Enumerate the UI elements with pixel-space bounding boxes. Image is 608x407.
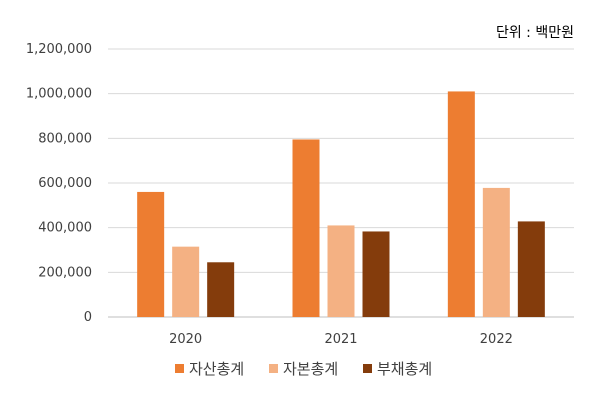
y-tick-label: 0	[84, 310, 92, 325]
y-tick-label: 200,000	[38, 265, 92, 280]
x-tick-label: 2020	[169, 332, 202, 347]
bar-2021-1	[327, 225, 355, 317]
y-tick-label: 400,000	[38, 221, 92, 236]
x-tick-label: 2022	[480, 332, 513, 347]
bars	[137, 91, 545, 317]
legend-swatch	[363, 364, 372, 373]
legend: 자산총계 자본총계 부채총계	[175, 360, 432, 378]
legend-label: 부채총계	[377, 360, 432, 378]
bar-2022-1	[482, 187, 510, 317]
bar-2022-0	[447, 91, 475, 317]
bar-2020-0	[137, 191, 165, 317]
unit-label: 단위 : 백만원	[496, 25, 574, 41]
y-tick-label: 600,000	[38, 176, 92, 191]
bar-2020-2	[207, 262, 235, 317]
legend-swatch	[269, 364, 278, 373]
legend-label: 자산총계	[189, 360, 244, 378]
x-tick-label: 2021	[324, 332, 357, 347]
y-tick-label: 1,000,000	[26, 87, 92, 102]
legend-label: 자본총계	[283, 360, 338, 378]
bar-2021-2	[362, 231, 390, 317]
bar-2021-0	[292, 139, 320, 317]
y-axis-ticks: 0 200,000 400,000 600,000 800,000 1,000,000 1,…	[26, 42, 92, 325]
y-tick-label: 1,200,000	[26, 42, 92, 57]
y-tick-label: 800,000	[38, 131, 92, 146]
x-axis-ticks: 2020 2021 2022	[169, 332, 513, 347]
bar-2022-2	[517, 221, 545, 317]
legend-swatch	[175, 364, 184, 373]
bar-2020-1	[172, 246, 200, 317]
